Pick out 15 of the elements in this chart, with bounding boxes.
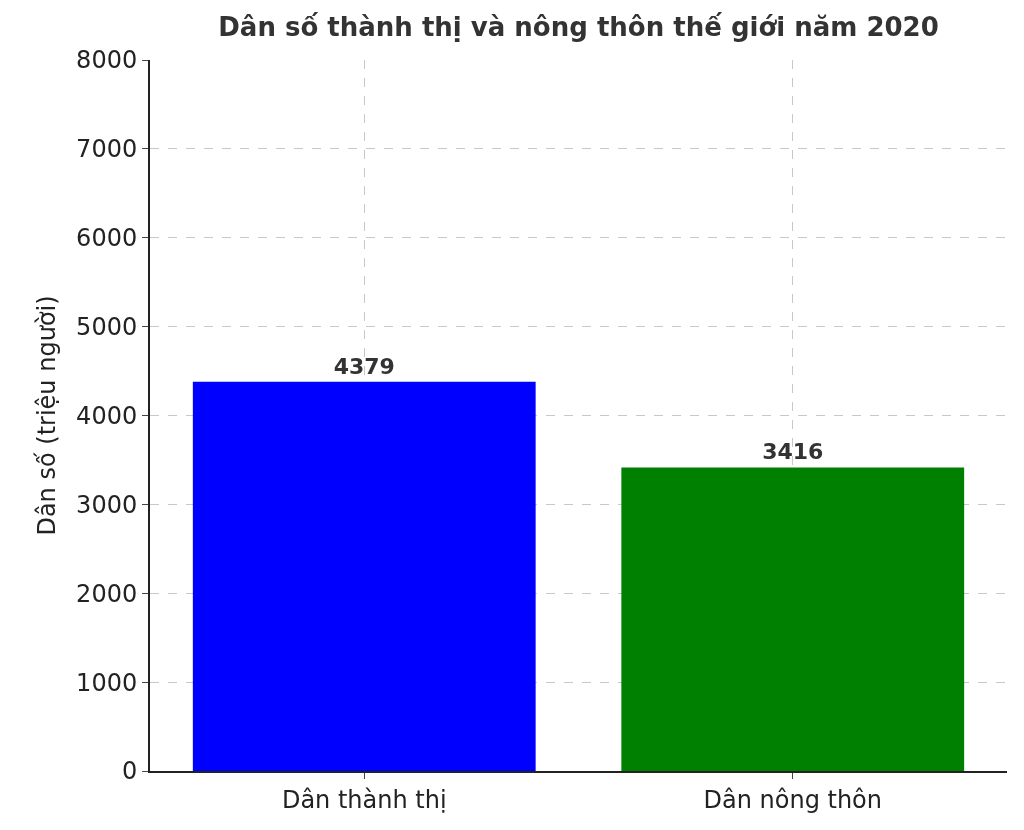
- y-axis-title: Dân số (triệu người): [32, 295, 61, 536]
- x-tick-label: Dân nông thôn: [703, 785, 883, 814]
- y-tick-label: 1000: [76, 668, 138, 697]
- y-tick-label: 2000: [76, 579, 138, 608]
- chart-title: Dân số thành thị và nông thôn thế giới năm 2020: [218, 12, 939, 43]
- y-tick-label: 4000: [76, 401, 138, 430]
- y-tick-label: 6000: [76, 224, 138, 253]
- data-label: 4379: [333, 353, 395, 379]
- x-tick-label: Dân thành thị: [281, 785, 447, 814]
- y-tick-label: 5000: [76, 313, 138, 342]
- y-tick-label: 7000: [76, 135, 138, 164]
- y-tick-label: 8000: [76, 46, 138, 75]
- y-tick-label: 0: [121, 757, 138, 786]
- data-label: 3416: [762, 439, 824, 465]
- y-tick-label: 3000: [76, 490, 138, 519]
